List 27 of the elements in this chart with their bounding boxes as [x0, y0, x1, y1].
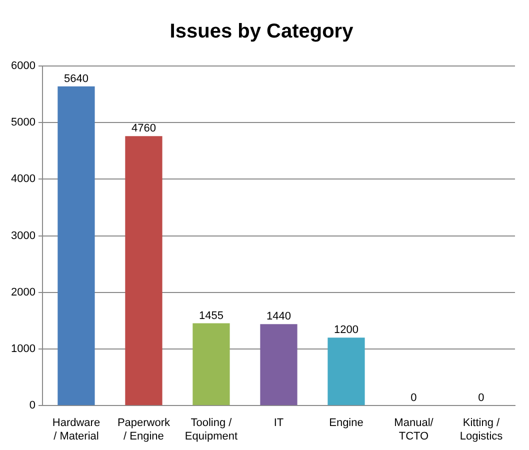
chart-title: Issues by Category: [170, 20, 354, 43]
x-tick-label: IT: [274, 417, 284, 430]
y-tick-label: 0: [29, 400, 36, 412]
data-label: 1200: [334, 324, 358, 336]
x-tick-label: Hardware / Material: [52, 417, 100, 442]
y-tick-label: 4000: [10, 173, 36, 186]
bar: [260, 324, 298, 406]
y-tick-label: 2000: [10, 286, 36, 298]
y-tick-label: 1000: [10, 343, 36, 356]
x-tick-label: Kitting / Logistics: [460, 417, 504, 442]
bar: [125, 136, 162, 406]
data-label: 4760: [131, 122, 156, 135]
x-tick-label: Tooling / Equipment: [184, 417, 238, 442]
x-tick-label: Engine: [329, 417, 364, 430]
data-label: 0: [478, 392, 484, 404]
bar: [58, 86, 95, 406]
y-tick-label: 3000: [10, 230, 36, 242]
data-label: 5640: [64, 72, 88, 85]
data-label: 1455: [198, 310, 224, 322]
y-tick-label: 5000: [10, 116, 36, 129]
x-tick-label: Paperwork / Engine: [117, 417, 171, 442]
data-label: 0: [410, 392, 417, 404]
data-label: 1440: [266, 310, 291, 323]
bar: [192, 323, 230, 406]
y-tick-label: 6000: [10, 60, 36, 72]
bar: [328, 338, 365, 406]
x-tick-label: Manual/ TCTO: [394, 417, 434, 442]
